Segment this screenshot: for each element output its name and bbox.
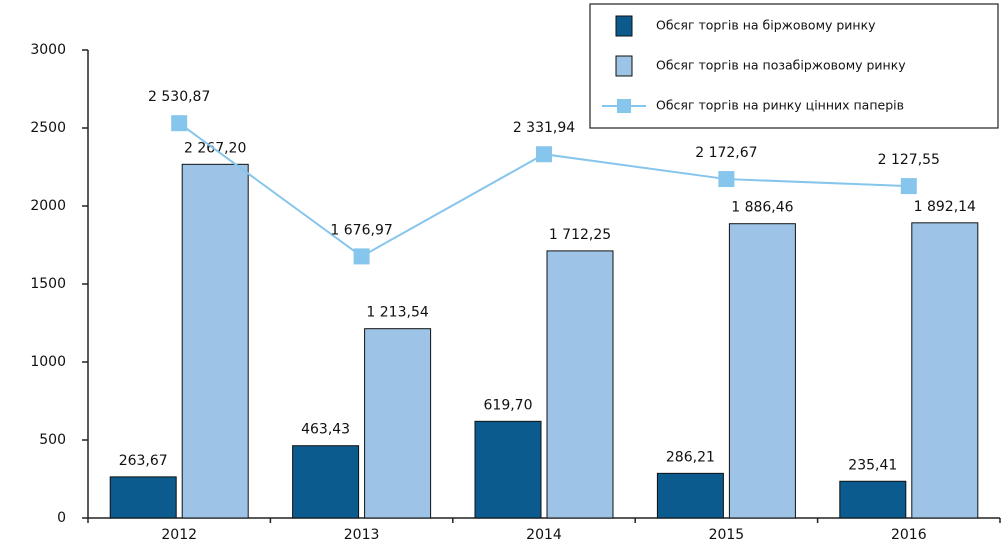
bar (109, 476, 177, 519)
legend-swatch (615, 15, 633, 37)
y-tick-label: 2000 (30, 198, 66, 214)
value-label: 286,21 (666, 449, 715, 465)
y-tick-label: 1500 (30, 276, 66, 292)
legend-label: Обсяг торгів на біржовому ринку (656, 18, 876, 33)
legend-swatch (615, 55, 633, 77)
legend-label: Обсяг торгів на позабіржовому ринку (656, 58, 906, 73)
bar (292, 445, 360, 519)
y-tick-label: 1000 (30, 354, 66, 370)
line-marker (536, 146, 552, 163)
y-tick-label: 500 (39, 432, 66, 448)
bar (839, 480, 907, 519)
line-marker (900, 178, 917, 195)
y-tick-label: 0 (57, 510, 66, 526)
bar (656, 472, 724, 519)
x-tick-label: 2012 (161, 527, 197, 543)
value-label: 263,67 (119, 453, 168, 469)
bar (546, 250, 614, 519)
value-label: 2 172,67 (695, 145, 757, 161)
x-tick-label: 2016 (891, 527, 927, 543)
legend-marker (617, 99, 631, 113)
bar (181, 163, 249, 519)
y-tick-label: 2500 (30, 120, 66, 136)
value-label: 2 530,87 (148, 89, 210, 105)
bar (728, 223, 796, 519)
legend-box (589, 3, 999, 129)
value-label: 463,43 (301, 422, 350, 438)
value-label: 2 331,94 (513, 120, 575, 136)
line-marker (718, 171, 735, 188)
y-tick-label: 3000 (30, 42, 66, 58)
legend-label: Обсяг торгів на ринку цінних паперів (656, 98, 904, 113)
line-marker (171, 115, 188, 132)
value-label: 2 127,55 (878, 152, 940, 168)
line-marker (353, 248, 370, 265)
value-label: 619,70 (484, 397, 533, 413)
value-label: 235,41 (848, 457, 897, 473)
value-label: 1 712,25 (549, 227, 611, 243)
value-label: 1 213,54 (366, 305, 428, 321)
bar (474, 420, 542, 519)
bar (911, 222, 979, 519)
value-label: 1 676,97 (330, 222, 392, 238)
bar (364, 328, 432, 519)
x-tick-label: 2013 (344, 527, 380, 543)
value-label: 1 886,46 (731, 200, 793, 216)
x-tick-label: 2015 (709, 527, 745, 543)
x-tick-label: 2014 (526, 527, 562, 543)
value-label: 1 892,14 (914, 199, 976, 215)
line (178, 122, 909, 258)
